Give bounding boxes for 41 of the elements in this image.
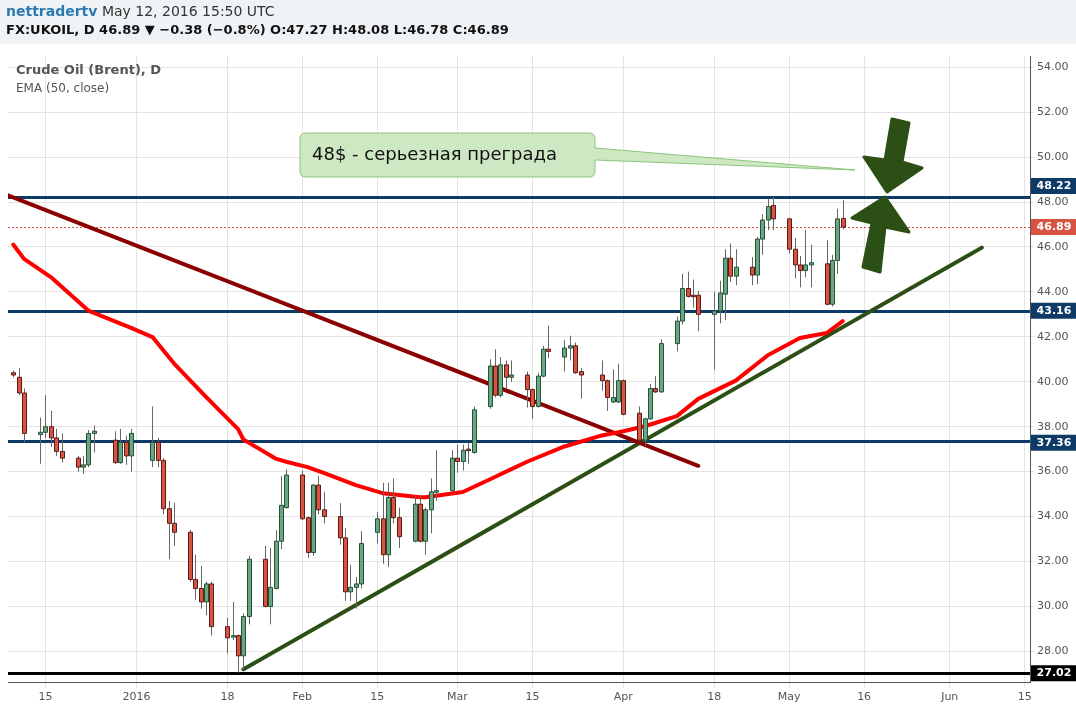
ref-line-label: 43.16 — [1036, 303, 1072, 317]
x-tick-label: 16 — [857, 690, 872, 704]
x-tick-label: 2016 — [122, 690, 151, 704]
y-tick-label: 48.00 — [1037, 194, 1069, 208]
x-tick-label: 18 — [707, 690, 722, 704]
x-tick-label: 15 — [38, 690, 53, 704]
y-tick-label: 46.00 — [1037, 239, 1069, 253]
x-tick-label: 15 — [525, 690, 540, 704]
y-tick-label: 50.00 — [1037, 149, 1069, 163]
y-tick-label: 36.00 — [1037, 464, 1069, 478]
annotation: 48$ - серьезная преграда — [312, 143, 557, 164]
candlestick — [504, 359, 509, 389]
text: nettradertv — [6, 3, 98, 19]
x-tick-label: May — [777, 690, 802, 704]
candlestick — [375, 511, 380, 545]
x-tick-label: 15 — [1017, 690, 1032, 704]
x-tick-label: 18 — [220, 690, 235, 704]
y-tick-label: 30.00 — [1037, 599, 1069, 613]
text: Crude Oil (Brent), D — [16, 62, 162, 77]
ref-line-label: 27.02 — [1036, 666, 1072, 680]
y-tick-label: 40.00 — [1037, 374, 1069, 388]
x-tick-label: Jun — [940, 690, 959, 704]
y-tick-label: 54.00 — [1037, 60, 1069, 74]
ref-line-label: 48.22 — [1036, 178, 1072, 192]
x-tick-label: Mar — [447, 690, 469, 704]
y-tick-label: 38.00 — [1037, 419, 1069, 433]
x-tick-label: Apr — [613, 690, 634, 704]
y-tick-label: 28.00 — [1037, 644, 1069, 658]
annotation: EMA (50, close) — [16, 81, 110, 95]
y-tick-label: 34.00 — [1037, 509, 1069, 523]
y-tick-label: 42.00 — [1037, 329, 1069, 343]
y-tick-label: 44.00 — [1037, 284, 1069, 298]
text: May 12, 2016 15:50 UTC — [101, 3, 275, 19]
x-tick-label: Feb — [292, 690, 313, 704]
ref-line-label: 46.89 — [1036, 219, 1072, 233]
y-tick-label: 52.00 — [1037, 105, 1069, 119]
x-tick-label: 15 — [370, 690, 385, 704]
candlestick — [231, 601, 236, 641]
ref-line-label: 37.36 — [1036, 435, 1072, 449]
y-tick-label: 32.00 — [1037, 554, 1069, 568]
chart-title: FX:UKOIL, D 46.89 ▼ −0.38 (−0.8%) O:47.27 H:48.08 L:46.78 C:46.89 — [6, 22, 509, 37]
